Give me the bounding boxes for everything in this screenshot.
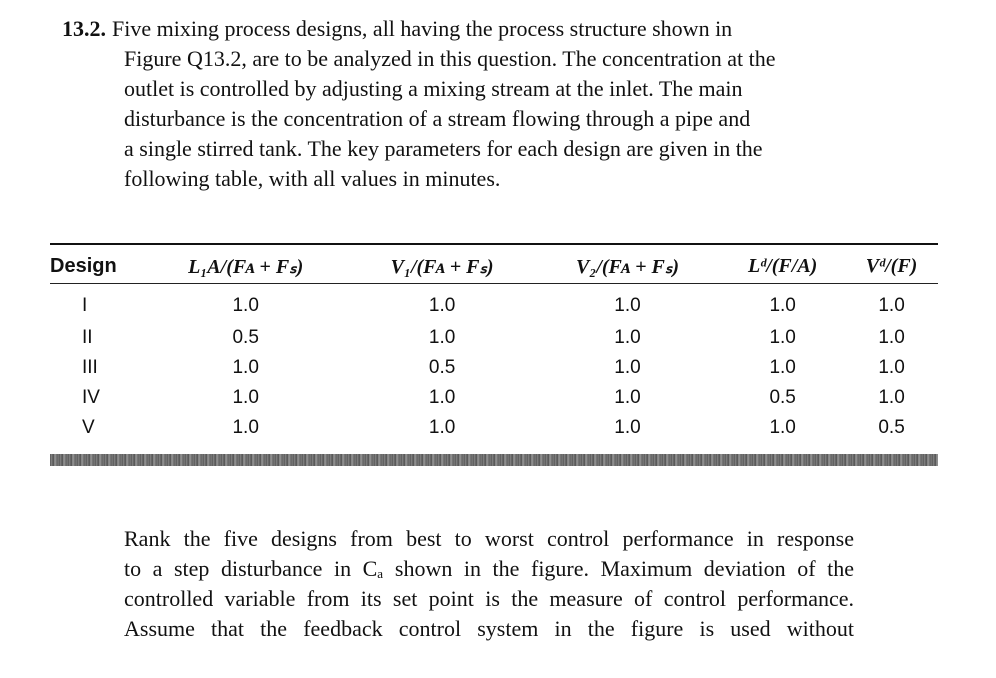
design-id: II (82, 327, 93, 348)
design-id: I (82, 295, 88, 316)
table-bottom-rule (50, 454, 938, 466)
cell-ld: 1.0 (769, 417, 796, 438)
problem-line-6: following table, with all values in minu… (124, 166, 501, 191)
cell-vd: 1.0 (878, 295, 905, 316)
cell-ld: 1.0 (769, 327, 796, 348)
cell-v2: 1.0 (614, 295, 641, 316)
cell-l1a: 1.0 (232, 417, 259, 438)
design-id: III (82, 357, 98, 378)
problem-statement: 13.2. Five mixing process designs, all ha… (62, 14, 862, 194)
problem-first-line: 13.2. Five mixing process designs, all ha… (62, 14, 862, 44)
table-row: III 1.0 0.5 1.0 1.0 1.0 (50, 353, 938, 383)
cell-l1a: 1.0 (232, 357, 259, 378)
header-ld: Lᵈ/(F/A) (747, 255, 818, 277)
table-top-rule (50, 243, 938, 245)
cell-vd: 0.5 (878, 417, 905, 438)
cell-v1: 1.0 (428, 295, 456, 316)
cell-vd: 1.0 (878, 327, 905, 348)
cell-l1a: 0.5 (232, 327, 259, 348)
header-design: Design (50, 255, 117, 277)
problem-line-4: disturbance is the concentration of a st… (124, 106, 751, 131)
cell-v2: 1.0 (614, 357, 641, 378)
problem-line-5: a single stirred tank. The key parameter… (124, 136, 763, 161)
cell-v1: 1.0 (428, 417, 456, 438)
cell-ld: 1.0 (769, 357, 796, 378)
cell-l1a: 1.0 (232, 295, 259, 316)
table-row: IV 1.0 1.0 1.0 0.5 1.0 (50, 383, 938, 413)
cell-v2: 1.0 (614, 327, 641, 348)
design-id: V (82, 417, 95, 438)
cell-vd: 1.0 (878, 387, 905, 408)
cell-ld: 0.5 (769, 387, 796, 408)
design-id: IV (82, 387, 100, 408)
cell-v1: 0.5 (428, 357, 456, 378)
cell-v1: 1.0 (428, 327, 456, 348)
header-v2: V₂/(Fᴀ + Fₛ) (576, 256, 679, 278)
followup-line-3: controlled variable from its set point i… (124, 586, 854, 611)
cell-ld: 1.0 (769, 295, 796, 316)
header-v1: V₁/(Fᴀ + Fₛ) (390, 256, 494, 278)
design-parameters-table: Design L₁A/(Fᴀ + Fₛ) V₁/(Fᴀ + Fₛ) V₂/(Fᴀ… (50, 250, 938, 443)
header-l1a: L₁A/(Fᴀ + Fₛ) (188, 256, 304, 278)
problem-line-3: outlet is controlled by adjusting a mixi… (124, 76, 743, 101)
problem-line-2: Figure Q13.2, are to be analyzed in this… (124, 46, 776, 71)
cell-v2: 1.0 (614, 417, 641, 438)
followup-text: Rank the five designs from best to worst… (124, 524, 854, 644)
table-header-rule (50, 283, 938, 284)
table-row: V 1.0 1.0 1.0 1.0 0.5 (50, 413, 938, 443)
table-row: II 0.5 1.0 1.0 1.0 1.0 (50, 323, 938, 353)
table-header-row: Design L₁A/(Fᴀ + Fₛ) V₁/(Fᴀ + Fₛ) V₂/(Fᴀ… (50, 250, 938, 283)
followup-line-4: Assume that the feedback control system … (124, 616, 854, 641)
cell-v2: 1.0 (614, 387, 641, 408)
followup-line-1: Rank the five designs from best to worst… (124, 526, 854, 551)
cell-vd: 1.0 (878, 357, 905, 378)
followup-line-2: to a step disturbance in Cₐ shown in the… (124, 556, 854, 581)
problem-line-1: Five mixing process designs, all having … (112, 16, 733, 41)
cell-l1a: 1.0 (232, 387, 259, 408)
cell-v1: 1.0 (428, 387, 456, 408)
problem-number: 13.2. (62, 16, 106, 41)
header-vd: Vᵈ/(F) (865, 255, 918, 277)
table-row: I 1.0 1.0 1.0 1.0 1.0 (50, 283, 938, 323)
